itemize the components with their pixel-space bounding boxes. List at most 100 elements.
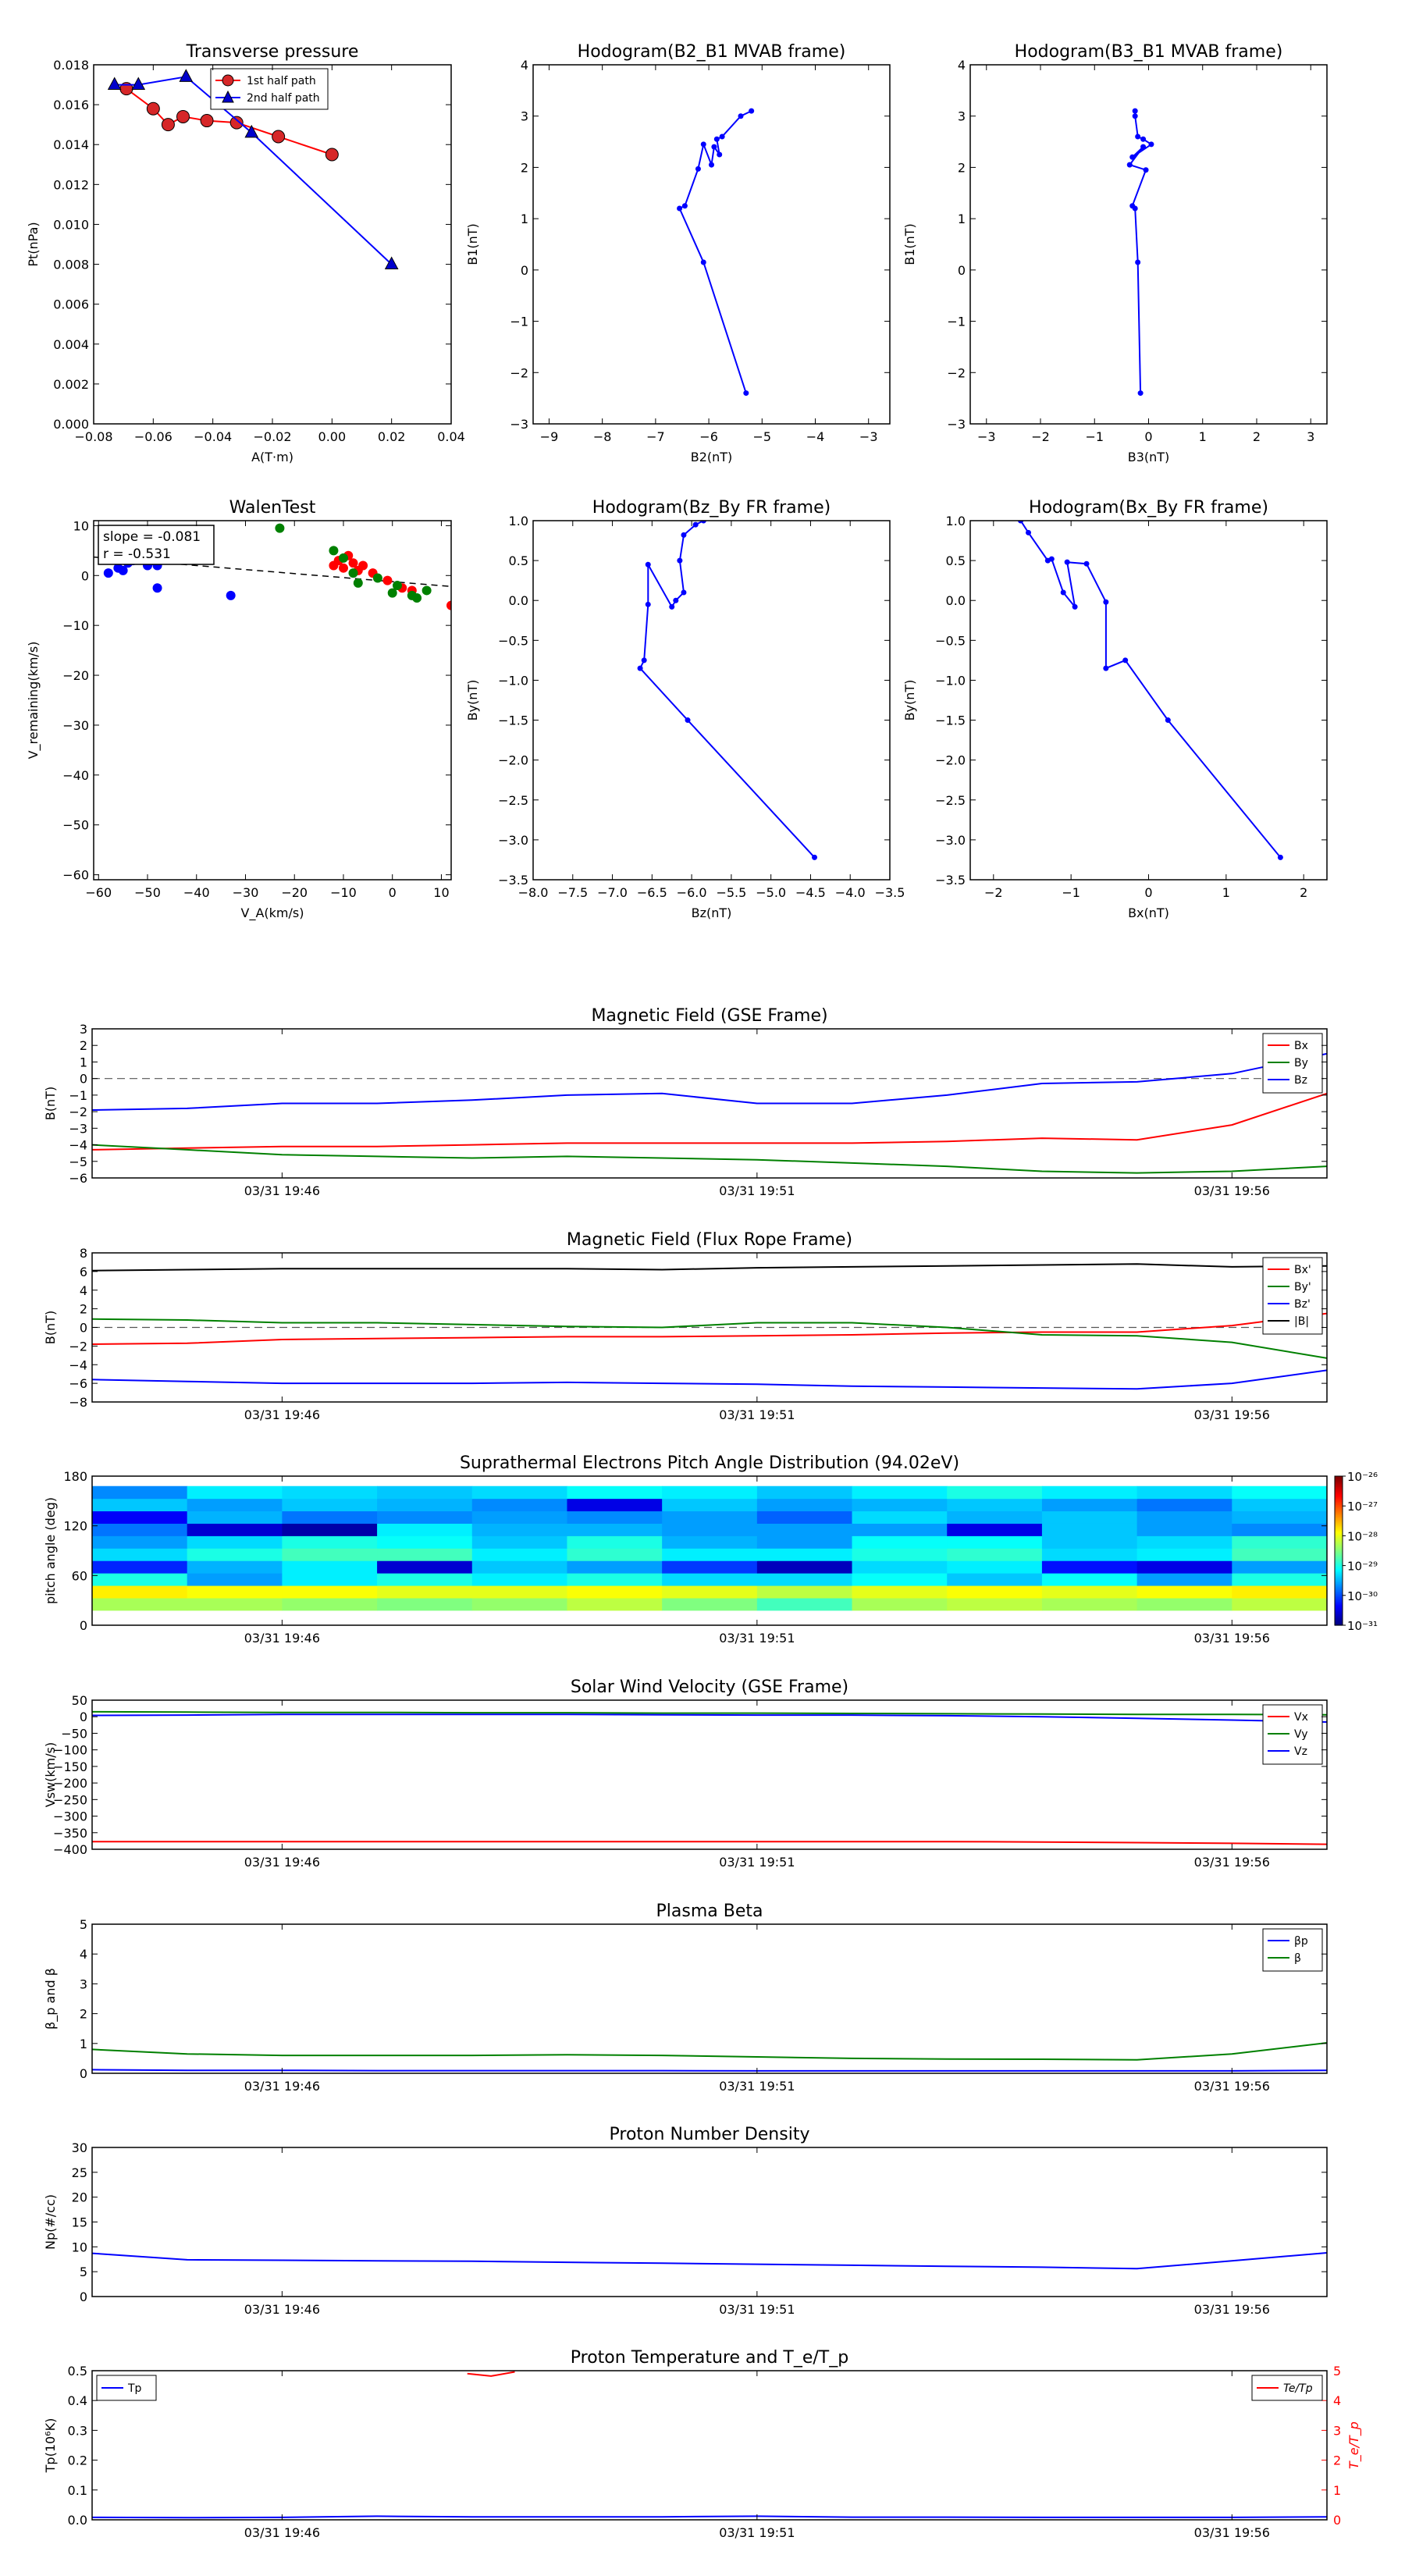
transverse_pressure-series-1st-half-path-marker — [161, 118, 175, 132]
beta-xtick-label: 03/31 19:56 — [1194, 2079, 1270, 2094]
hodo_bz_by-series-0-point — [700, 521, 706, 524]
density-ytick-label: 15 — [72, 2215, 87, 2230]
hodo_bx_by-ytick-label: 0.0 — [946, 593, 966, 608]
pad-ytick-label: 0 — [80, 1618, 87, 1633]
pad-colorbar-slice — [1335, 1498, 1343, 1501]
hodo_bx_by-ytick-label: −3.5 — [935, 873, 966, 888]
mag_fr-chart: Bx' By' Bz' |B| — [92, 1257, 1327, 1390]
mag_fr-ytick-label: 6 — [80, 1265, 87, 1279]
mag_fr-series-bz--line — [92, 1369, 1327, 1390]
hodo_bz_by-xlabel: Bz(nT) — [692, 906, 732, 920]
density-xtick-label: 03/31 19:46 — [244, 2302, 320, 2317]
pad-colorbar-slice — [1335, 1593, 1343, 1596]
pad-colorbar-slice — [1335, 1549, 1343, 1552]
pad-cell — [471, 1498, 567, 1512]
pad-colorbar-slice — [1335, 1596, 1343, 1599]
pad-cell — [1232, 1597, 1328, 1611]
transverse_pressure-xtick-label: −0.02 — [253, 429, 291, 444]
pad-cell — [567, 1498, 663, 1512]
pad-colorbar-slice — [1335, 1573, 1343, 1575]
pad-colorbar-slice — [1335, 1491, 1343, 1493]
beta-axes: 03/31 19:46 03/31 19:51 03/31 19:56 0 1 2 3 4 5 P… — [43, 1902, 1327, 2094]
mag_gse-ytick-label: −3 — [69, 1121, 87, 1136]
pad-cell — [92, 1510, 188, 1524]
pad-cell — [471, 1548, 567, 1561]
pad-cell — [852, 1523, 948, 1536]
pad-colorbar-slice — [1335, 1537, 1343, 1539]
mag_fr-ylabel: B(nT) — [43, 1311, 58, 1344]
walen_test-ytick-label: −20 — [62, 668, 89, 683]
hodo_bx_by-ytick-label: −3.0 — [935, 833, 966, 848]
hodo_bx_by-xtick-label: 2 — [1300, 885, 1307, 900]
pad-cell — [1136, 1560, 1232, 1574]
vsw-chart: Vx Vy Vz — [92, 1704, 1327, 1845]
pad-cell — [1041, 1560, 1138, 1574]
hodo_b3_b1-series-0-point — [1137, 390, 1144, 397]
pad-colorbar-label: 10⁻²⁹ — [1347, 1560, 1378, 1574]
walen_test-series-2-point — [338, 553, 348, 563]
hodo_bz_by-series-0-point — [637, 665, 643, 671]
pad-title: Suprathermal Electrons Pitch Angle Distr… — [460, 1453, 959, 1473]
hodo_bz_by-ytick-label: 0.5 — [509, 553, 528, 568]
hodo_bz_by-series-0-point — [673, 597, 679, 603]
hodo_bx_by-xtick-label: 0 — [1144, 885, 1152, 900]
hodo_b2_b1-ytick-label: 3 — [521, 109, 528, 124]
hodo_b3_b1-title: Hodogram(B3_B1 MVAB frame) — [1015, 42, 1283, 62]
hodo_bx_by-ytick-label: −0.5 — [935, 633, 966, 648]
beta-legend-label: βp — [1294, 1935, 1308, 1948]
vsw-legend-label: Vx — [1294, 1711, 1308, 1724]
pad-cell — [852, 1498, 948, 1512]
pad-cell — [187, 1535, 283, 1549]
hodo_bx_by-series-0-point — [1060, 589, 1066, 596]
walen_test-series-0-point — [103, 568, 113, 578]
pad-cell — [1041, 1548, 1138, 1561]
pad-colorbar-slice — [1335, 1501, 1343, 1503]
pad-cell — [377, 1523, 473, 1536]
hodo_bx_by-ytick-label: −2.5 — [935, 793, 966, 808]
hodo_b3_b1-ylabel: B1(nT) — [902, 223, 917, 265]
pad-cell — [662, 1498, 758, 1512]
vsw-legend-label: Vy — [1294, 1728, 1308, 1741]
pad-colorbar-slice — [1335, 1510, 1343, 1513]
pad-cell — [1232, 1535, 1328, 1549]
hodo_b2_b1-xtick-label: −8 — [593, 429, 612, 444]
hodo_b3_b1-frame — [969, 64, 1328, 425]
pad-colorbar-slice — [1335, 1610, 1343, 1613]
transverse_pressure-ytick-label: 0.018 — [53, 58, 89, 73]
mag_fr-axes: 03/31 19:46 03/31 19:51 03/31 19:56 −8 −6 −4 −… — [43, 1230, 1327, 1422]
pad-cell — [756, 1510, 853, 1524]
hodo_bz_by-ytick-label: −3.0 — [498, 833, 528, 848]
hodo_bz_by-ytick-label: −1.0 — [498, 673, 528, 688]
walen_test-series-2-point — [372, 573, 382, 583]
pad-colorbar-slice — [1335, 1517, 1343, 1520]
pad-cell — [471, 1523, 567, 1536]
hodo_b3_b1-xtick-label: 0 — [1144, 429, 1152, 444]
hodo_b2_b1-series-0-point — [700, 259, 706, 265]
pad-colorbar-slice — [1335, 1591, 1343, 1593]
hodo_b2_b1-ytick-label: −1 — [510, 315, 528, 329]
pad-cell — [377, 1585, 473, 1599]
hodo_bx_by-series-0-point — [1026, 529, 1032, 535]
pad-cell — [852, 1548, 948, 1561]
transverse_pressure-series-1st-half-path-marker — [272, 130, 286, 144]
density-ylabel: Np(#/cc) — [43, 2194, 58, 2250]
hodo_bz_by-series-0-point — [681, 532, 687, 538]
pad-cell — [567, 1535, 663, 1549]
pad-ylabel: pitch angle (deg) — [43, 1497, 58, 1604]
hodo_b2_b1-xtick-label: −7 — [646, 429, 665, 444]
pad-cell — [756, 1597, 853, 1611]
pad-colorbar-slice — [1335, 1514, 1343, 1517]
pad-cell — [947, 1560, 1043, 1574]
pad-colorbar-slice — [1335, 1604, 1343, 1606]
hodo_bx_by-series-0-point — [1064, 559, 1070, 565]
pad-cell — [1041, 1485, 1138, 1500]
pad-cell — [92, 1585, 188, 1599]
transverse_pressure-ytick-label: 0.000 — [53, 417, 89, 432]
pad-cell — [187, 1498, 283, 1512]
pad-cell — [852, 1560, 948, 1574]
pad-cell — [567, 1573, 663, 1586]
pad-cell — [1232, 1485, 1328, 1500]
hodo_bz_by-ytick-label: −0.5 — [498, 633, 528, 648]
walen_test-series-1-point — [338, 563, 348, 573]
